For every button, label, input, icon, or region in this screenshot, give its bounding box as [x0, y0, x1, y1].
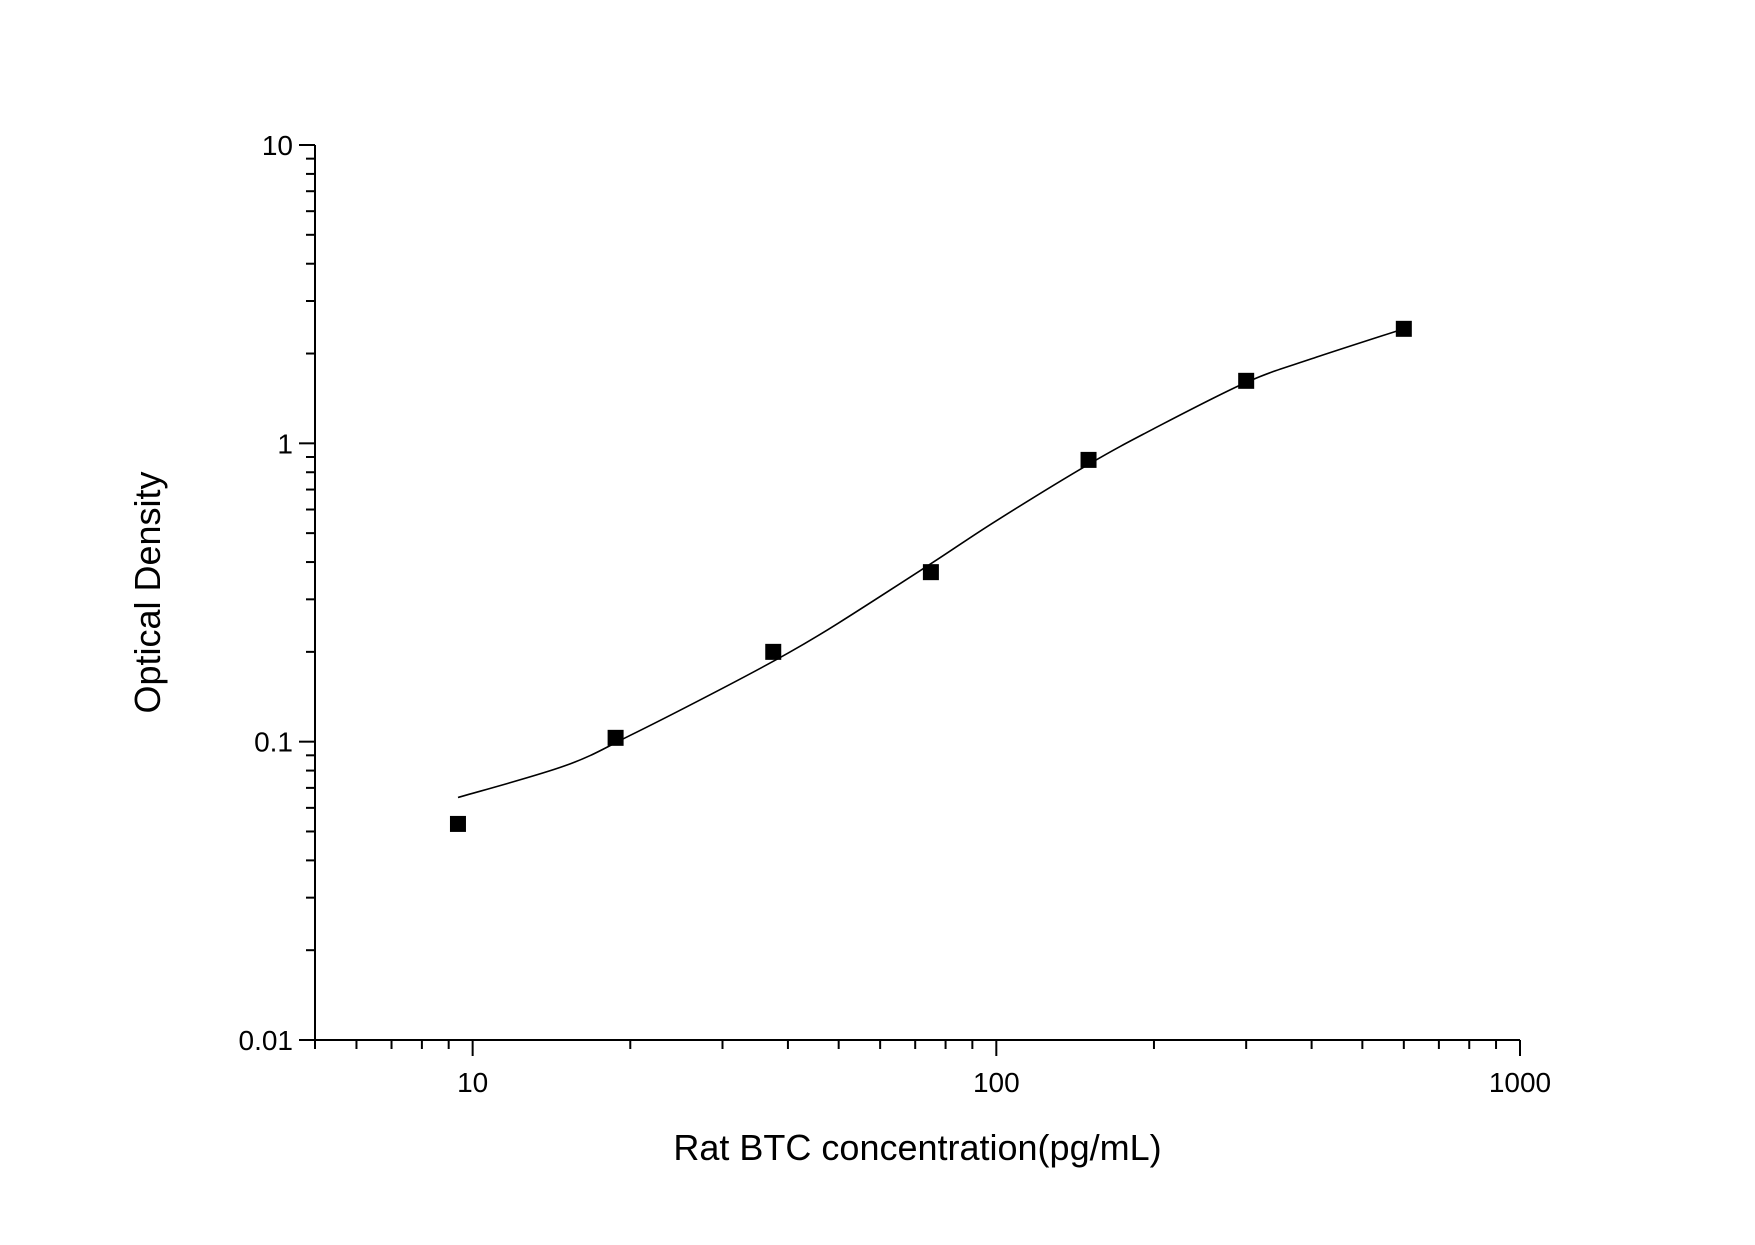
y-axis-title: Optical Density	[127, 471, 168, 713]
y-tick-label: 10	[262, 130, 293, 161]
data-point	[765, 643, 782, 660]
y-tick-label: 0.01	[239, 1025, 294, 1056]
fit-curve-group	[457, 328, 1405, 799]
axes: 10 100 1000 0.01 0.1 1 10	[239, 130, 1552, 1098]
y-tick-label: 1	[277, 428, 293, 459]
data-point	[1080, 451, 1097, 468]
data-point	[1395, 320, 1412, 337]
data-point	[922, 564, 939, 581]
x-tick-label: 100	[973, 1067, 1020, 1098]
x-axis-title: Rat BTC concentration(pg/mL)	[673, 1127, 1161, 1168]
fit-curve	[457, 328, 1405, 799]
x-tick-label: 10	[457, 1067, 488, 1098]
data-point	[607, 729, 624, 746]
data-point	[1238, 372, 1255, 389]
y-tick-label: 0.1	[254, 727, 293, 758]
x-tick-label: 1000	[1489, 1067, 1551, 1098]
data-points	[449, 320, 1412, 832]
data-point	[449, 815, 466, 832]
